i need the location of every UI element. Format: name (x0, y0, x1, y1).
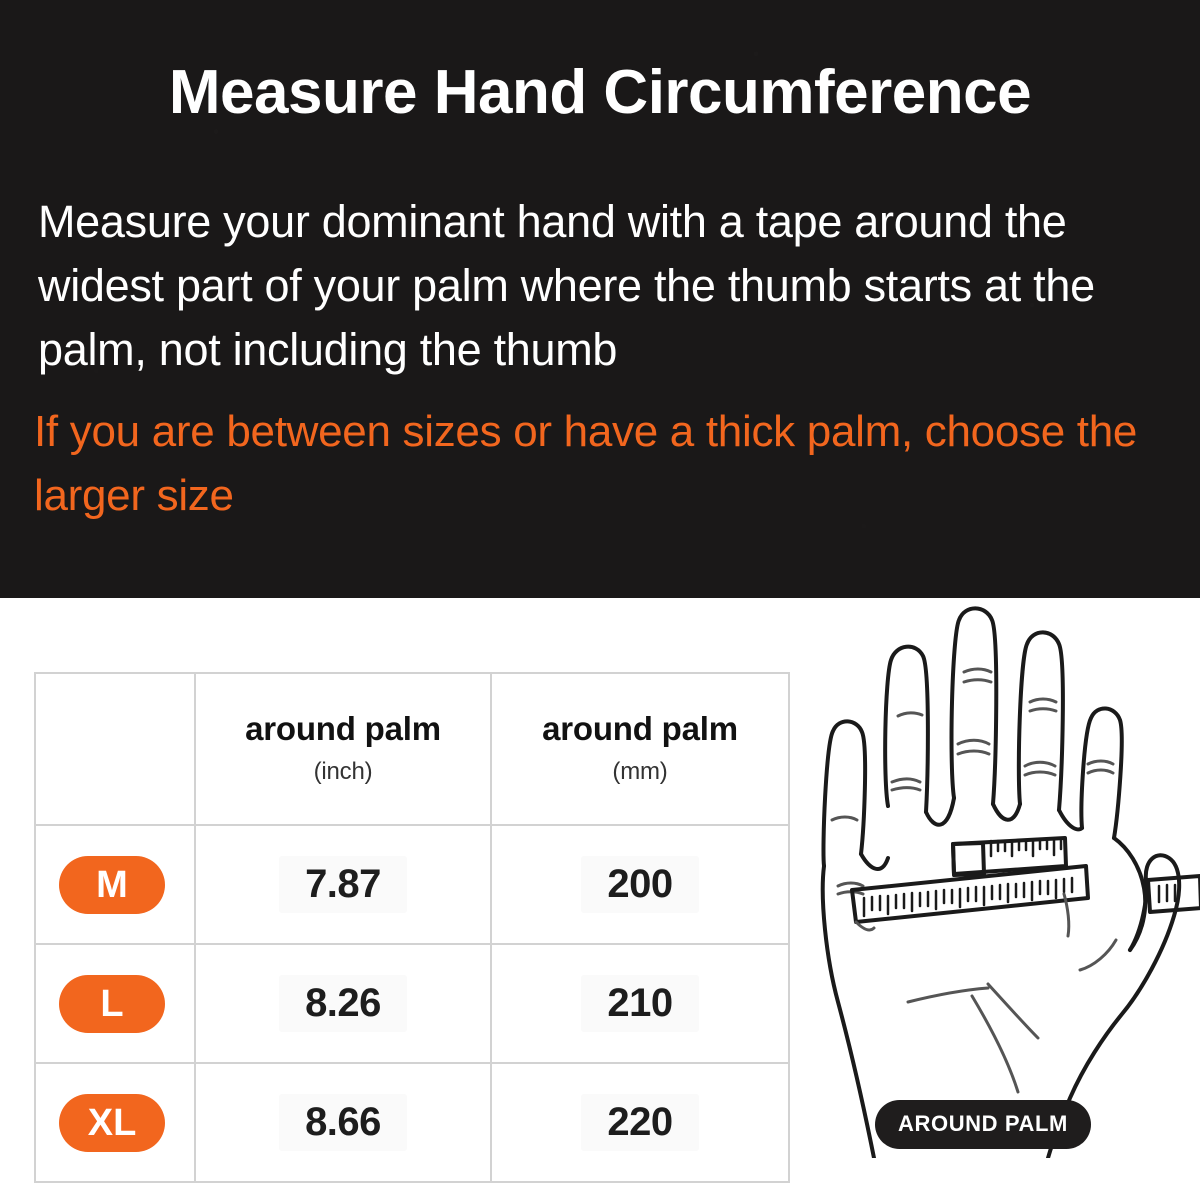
size-badge: L (59, 974, 165, 1033)
value-inch: 8.66 (279, 1094, 407, 1151)
table-cell-inch: 8.66 (196, 1064, 492, 1181)
size-badge: M (59, 855, 165, 914)
table-row: L 8.26 210 (36, 945, 788, 1064)
table-header-cell-size (36, 674, 196, 824)
column-header-main: around palm (245, 709, 441, 747)
table-cell-inch: 8.26 (196, 945, 492, 1062)
table-header-cell-inch: around palm (inch) (196, 674, 492, 824)
hand-illustration: AROUND PALM (812, 598, 1200, 1200)
table-cell-size: M (36, 826, 196, 943)
value-mm: 200 (581, 856, 699, 913)
table-cell-mm: 220 (492, 1064, 788, 1181)
table-header-row: around palm (inch) around palm (mm) (36, 674, 788, 826)
value-mm: 210 (581, 975, 699, 1032)
around-palm-caption: AROUND PALM (875, 1100, 1091, 1149)
table-row: M 7.87 200 (36, 826, 788, 945)
table-header-cell-mm: around palm (mm) (492, 674, 788, 824)
page-title: Measure Hand Circumference (168, 58, 1032, 127)
value-inch: 8.26 (279, 975, 407, 1032)
table-cell-mm: 200 (492, 826, 788, 943)
table-cell-inch: 7.87 (196, 826, 492, 943)
warning-text: If you are between sizes or have a thick… (34, 407, 1138, 520)
value-inch: 7.87 (279, 856, 407, 913)
instruction-text: Measure your dominant hand with a tape a… (38, 196, 1095, 375)
table-cell-mm: 210 (492, 945, 788, 1062)
hand-diagram-icon (820, 606, 1200, 1158)
table-cell-size: L (36, 945, 196, 1062)
value-mm: 220 (581, 1094, 699, 1151)
column-header-unit: (mm) (612, 758, 668, 786)
column-header-main: around palm (542, 709, 738, 747)
column-header-unit: (inch) (313, 758, 373, 786)
header-panel: Measure Hand Circumference Measure your … (0, 0, 1200, 598)
size-chart-table: around palm (inch) around palm (mm) M 7.… (34, 672, 790, 1183)
table-cell-size: XL (36, 1064, 196, 1181)
size-badge: XL (59, 1093, 165, 1152)
table-row: XL 8.66 220 (36, 1064, 788, 1181)
